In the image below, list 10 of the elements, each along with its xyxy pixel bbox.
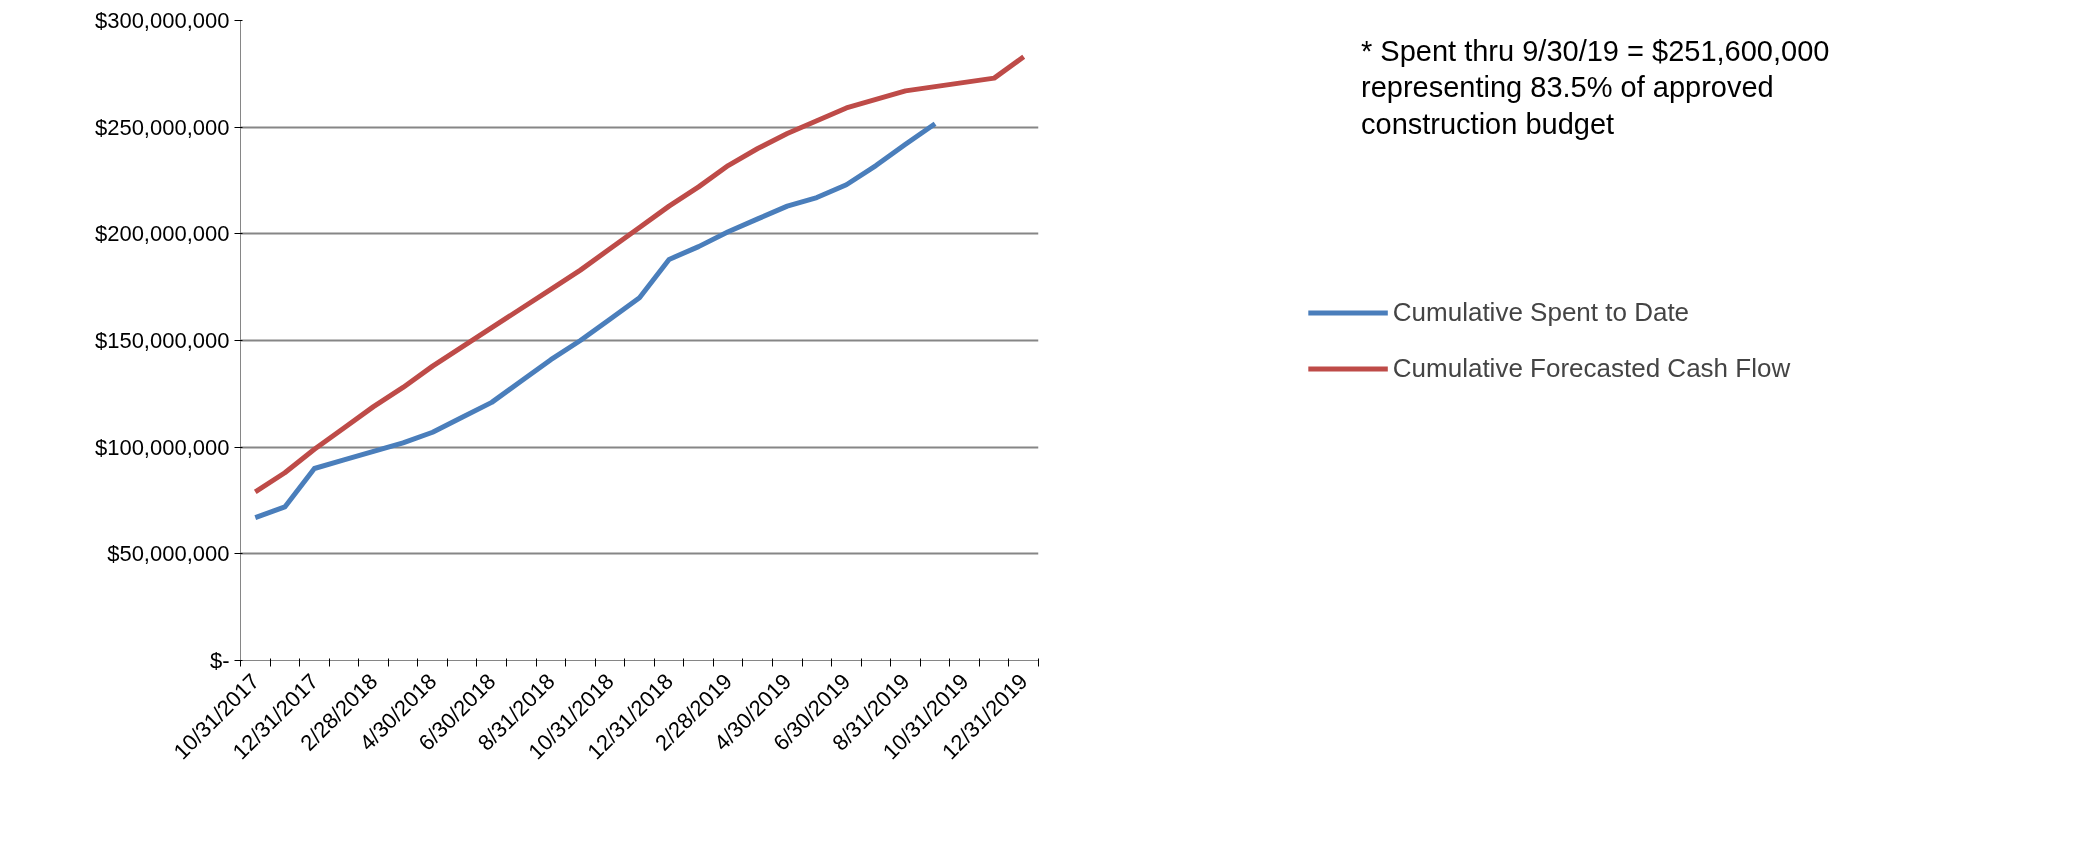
- y-tick-label: $200,000,000: [94, 221, 230, 247]
- y-tick-label: $150,000,000: [94, 328, 230, 353]
- y-tick-label: $50,000,000: [107, 541, 230, 567]
- y-tick-label: $-: [209, 648, 230, 673]
- y-tick-label: $300,000,000: [94, 8, 230, 33]
- y-tick-label: $100,000,000: [94, 434, 230, 460]
- legend-label: Cumulative Spent to Date: [1392, 296, 1690, 328]
- text: * Spent thru 9/30/19 = $251,600,000 representing 83.5% of approved construction budget: [1361, 34, 1830, 142]
- legend-label: Cumulative Forecasted Cash Flow: [1392, 352, 1791, 384]
- y-tick-label: $250,000,000: [94, 114, 230, 140]
